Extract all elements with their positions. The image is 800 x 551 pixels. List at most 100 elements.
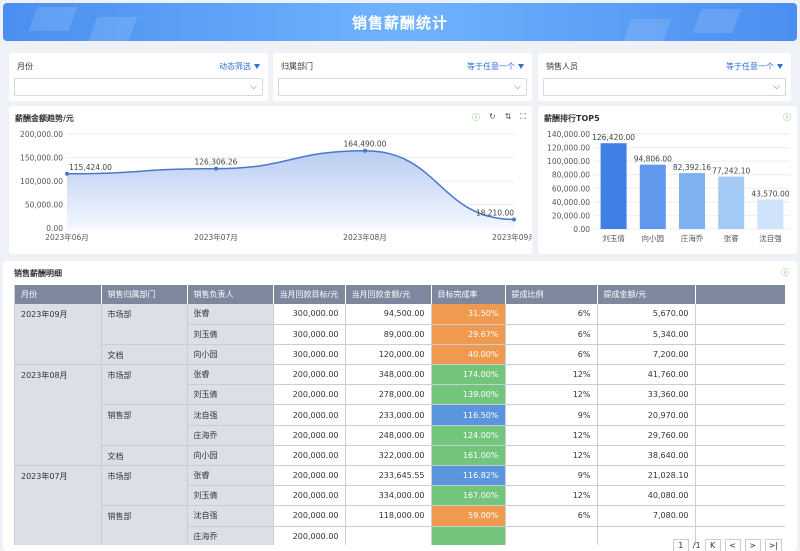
value-cell: 12% <box>505 485 598 507</box>
column-header[interactable] <box>695 285 785 304</box>
value-cell: 233,000.00 <box>345 404 432 426</box>
value-cell: 7,200.00 <box>597 344 696 366</box>
detail-table-wrapper[interactable]: 月份 销售归属部门 销售负责人 当月回款目标/元 当月回款金额/元 目标完成率 提成比例 提成… <box>14 285 785 545</box>
table-row[interactable]: 文档 向小园 300,000.00 120,000.00 40.00% 6% 7,200.0… <box>15 344 785 366</box>
value-cell: 6% <box>505 324 598 345</box>
x-tick-label: 2023年08月 <box>343 232 387 242</box>
column-header[interactable]: 当月回款目标/元 <box>273 285 346 304</box>
dashboard-banner: 销售薪酬统计 <box>3 3 797 41</box>
chevron-down-icon: ⌵ <box>250 82 257 92</box>
filter-mode-dropdown[interactable]: 动态筛选 <box>219 61 260 72</box>
empty-cell <box>695 404 785 426</box>
info-icon[interactable]: ⓘ <box>781 268 789 277</box>
empty-cell <box>695 344 785 366</box>
data-label: 164,490.00 <box>344 140 387 149</box>
chart-toolbar: ⓘ <box>783 112 791 123</box>
empty-cell <box>695 485 785 507</box>
column-header[interactable]: 提成比例 <box>505 285 598 304</box>
banner-decoration <box>622 19 672 41</box>
table-row[interactable]: 庄海乔 200,000.00 248,000.00 124.00% 12% 29,760.… <box>15 425 785 446</box>
value-cell: 9% <box>505 465 598 487</box>
y-tick-label: 50,000.00 <box>25 201 63 210</box>
completion-rate-cell: 124.00% <box>431 425 506 446</box>
y-tick-label: 140,000.00 <box>547 130 590 139</box>
table-row[interactable]: 刘玉倩 200,000.00 334,000.00 167.00% 12% 40,080.… <box>15 485 785 507</box>
owner-cell: 庄海乔 <box>187 526 274 545</box>
owner-cell: 张睿 <box>187 465 274 487</box>
column-header[interactable]: 销售负责人 <box>187 285 274 304</box>
bar <box>600 143 627 229</box>
y-tick-label: 80,000.00 <box>552 171 590 180</box>
department-cell: 市场部 <box>101 465 188 507</box>
value-cell: 20,970.00 <box>597 404 696 426</box>
table-row[interactable]: 刘玉倩 300,000.00 89,000.00 29.67% 6% 5,340.00 <box>15 324 785 345</box>
filter-mode-label: 等于任意一个 <box>726 62 774 71</box>
owner-cell: 沈自强 <box>187 505 274 527</box>
table-row[interactable]: 文档 向小园 200,000.00 322,000.00 161.00% 12% 38,64… <box>15 445 785 467</box>
salesperson-select[interactable]: ⌵ <box>543 78 786 96</box>
value-cell: 33,360.00 <box>597 384 696 406</box>
chevron-down-icon: ⌵ <box>514 82 521 92</box>
prev-page-button[interactable]: < <box>724 539 741 551</box>
bar-value-label: 77,242.10 <box>712 167 750 176</box>
next-page-button[interactable]: > <box>744 539 761 551</box>
department-cell: 文档 <box>101 344 188 366</box>
first-page-button[interactable]: K <box>704 539 721 551</box>
top5-chart-card: 薪酬排行TOP5 ⓘ 140,000.00 120,000.00 100,000.0… <box>538 106 797 254</box>
filter-department: 归属部门 等于任意一个 ⌵ <box>273 53 532 101</box>
trend-area <box>67 150 514 228</box>
sort-icon[interactable]: ⇅ <box>504 112 512 121</box>
value-cell: 6% <box>505 304 598 325</box>
value-cell: 12% <box>505 445 598 467</box>
bar-value-label: 82,392.16 <box>673 163 711 172</box>
table-row[interactable]: 销售部 沈自强 200,000.00 118,000.00 59.00% 6% 7,080.… <box>15 505 785 545</box>
x-tick-label: 张睿 <box>724 234 739 243</box>
column-header[interactable]: 目标完成率 <box>431 285 506 304</box>
column-header[interactable]: 提成金额/元 <box>597 285 696 304</box>
owner-cell: 刘玉倩 <box>187 324 274 345</box>
trend-point <box>214 166 218 171</box>
value-cell: 248,000.00 <box>345 425 432 446</box>
filter-mode-dropdown[interactable]: 等于任意一个 <box>726 61 783 72</box>
refresh-icon[interactable]: ↻ <box>488 112 496 121</box>
month-select[interactable]: ⌵ <box>14 78 263 96</box>
completion-rate-cell: 116.50% <box>431 404 506 426</box>
table-row[interactable]: 销售部 沈自强 200,000.00 233,000.00 116.50% 9% 20,97… <box>15 404 785 446</box>
filter-mode-dropdown[interactable]: 等于任意一个 <box>467 61 524 72</box>
y-tick-label: 100,000.00 <box>20 177 63 186</box>
empty-cell <box>695 445 785 467</box>
trend-line <box>66 149 515 221</box>
trend-chart-card: 薪酬金额趋势/元 ⓘ ↻ ⇅ ⛶ 200,000.00 150,000.00 100… <box>9 106 532 254</box>
completion-rate-cell: 31.50% <box>431 304 506 325</box>
table-row[interactable]: 庄海乔 200,000.00 <box>15 526 785 545</box>
table-row[interactable]: 2023年07月 市场部 张睿 200,000.00 233,645.55 116.82%… <box>15 465 785 545</box>
column-header[interactable]: 销售归属部门 <box>101 285 188 304</box>
value-cell: 9% <box>505 404 598 426</box>
y-tick-label: 60,000.00 <box>552 184 590 193</box>
table-row[interactable]: 2023年09月 市场部 张睿 300,000.00 94,500.00 31.50% 6%… <box>15 304 785 366</box>
page-number-input[interactable]: 1 <box>672 539 689 551</box>
trend-point <box>65 171 69 176</box>
department-cell: 市场部 <box>101 304 188 345</box>
column-header[interactable]: 月份 <box>15 285 102 304</box>
value-cell: 334,000.00 <box>345 485 432 507</box>
y-tick-label: 120,000.00 <box>547 144 590 153</box>
bar <box>718 176 745 229</box>
completion-rate-cell: 161.00% <box>431 445 506 467</box>
bar <box>639 164 666 229</box>
department-select[interactable]: ⌵ <box>278 78 527 96</box>
value-cell: 5,340.00 <box>597 324 696 345</box>
value-cell: 322,000.00 <box>345 445 432 467</box>
fullscreen-icon[interactable]: ⛶ <box>520 112 526 121</box>
bar-value-label: 43,570.00 <box>751 189 789 198</box>
table-row[interactable]: 2023年08月 市场部 张睿 200,000.00 348,000.00 174.00%… <box>15 364 785 466</box>
info-icon[interactable]: ⓘ <box>471 113 480 122</box>
caret-down-icon <box>777 64 783 69</box>
table-row[interactable]: 刘玉倩 200,000.00 278,000.00 139.00% 12% 33,360.… <box>15 384 785 406</box>
info-icon[interactable]: ⓘ <box>783 113 791 122</box>
column-header[interactable]: 当月回款金额/元 <box>345 285 432 304</box>
filter-mode-label: 等于任意一个 <box>467 62 515 71</box>
value-cell <box>597 526 696 545</box>
banner-decoration <box>88 17 138 41</box>
last-page-button[interactable]: >| <box>764 539 782 551</box>
